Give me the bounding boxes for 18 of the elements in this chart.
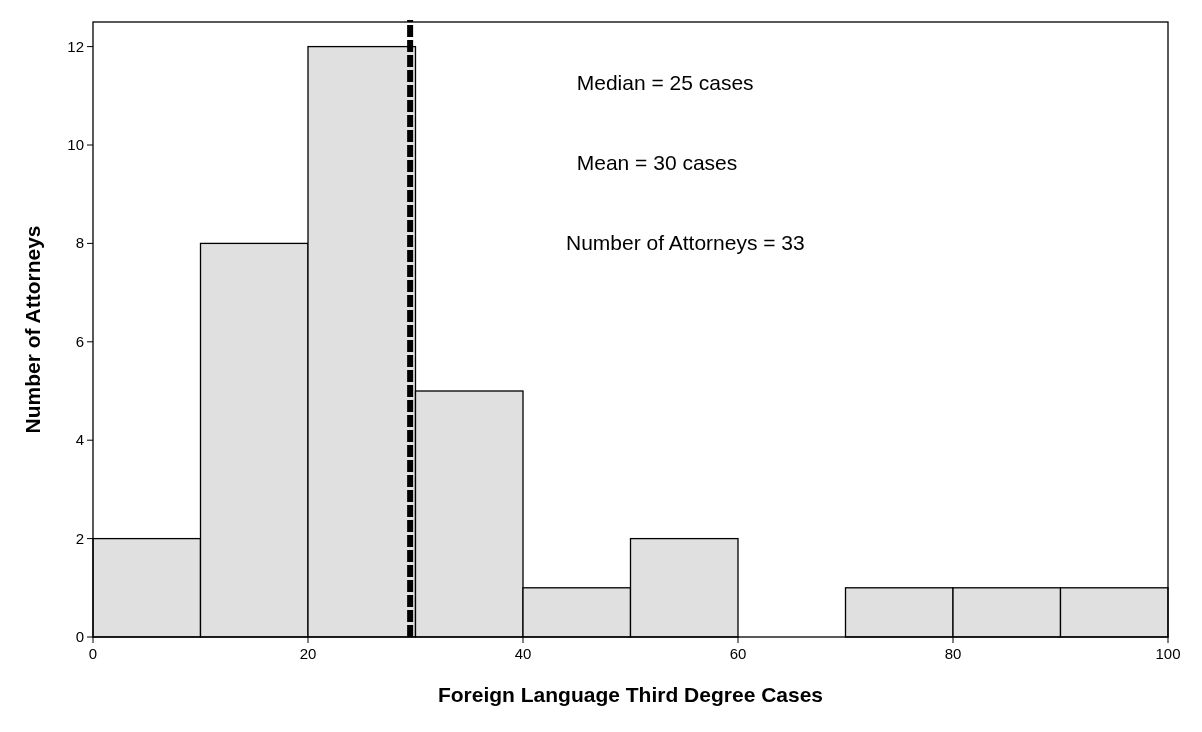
x-tick-label: 80 — [944, 645, 962, 662]
x-tick-label: 100 — [1155, 645, 1181, 662]
y-tick-label: 10 — [67, 136, 84, 153]
x-tick-label: 60 — [729, 645, 747, 662]
x-axis-title: Foreign Language Third Degree Cases — [437, 683, 824, 706]
y-axis-title: Number of Attorneys — [21, 225, 44, 434]
annotation: Mean = 30 cases — [576, 150, 738, 174]
x-tick-label: 20 — [299, 645, 317, 662]
y-tick-label: 6 — [75, 332, 84, 350]
x-tick-label: 0 — [88, 645, 98, 662]
y-tick-label: 12 — [67, 37, 84, 55]
x-tick-label: 40 — [514, 645, 532, 662]
annotation: Number of Attorneys = 33 — [566, 230, 805, 254]
y-tick-label: 0 — [75, 628, 84, 645]
y-tick-label: 8 — [75, 234, 84, 252]
annotation: Median = 25 cases — [576, 70, 754, 94]
y-tick-label: 4 — [75, 431, 84, 449]
y-tick-label: 2 — [75, 529, 84, 547]
